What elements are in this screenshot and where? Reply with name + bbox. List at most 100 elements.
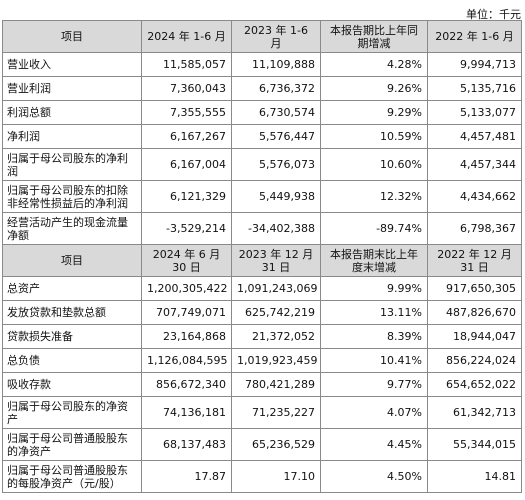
cell-value: 17.87 (141, 460, 232, 493)
cell-change: 9.99% (320, 276, 428, 301)
column-header: 2023 年 12 月 31 日 (231, 244, 321, 277)
row-label: 归属于母公司股东的扣除非经常性损益后的净利润 (2, 180, 142, 213)
cell-change: 4.07% (320, 396, 428, 429)
table-row: 净利润 6,167,267 5,576,447 10.59% 4,457,481 (2, 124, 522, 149)
cell-change: 13.11% (320, 300, 428, 325)
cell-value: 74,136,181 (141, 396, 232, 429)
cell-value: 7,360,043 (141, 76, 232, 101)
column-header: 本报告期比上年同期增减 (320, 20, 428, 53)
cell-change: 8.39% (320, 324, 428, 349)
cell-value: 6,730,574 (231, 100, 321, 125)
row-label: 营业利润 (2, 76, 142, 101)
row-label: 吸收存款 (2, 372, 142, 397)
financial-summary-table: 项目 2024 年 1-6 月 2023 年 1-6 月 本报告期比上年同期增减… (2, 20, 522, 493)
cell-value: 18,944,047 (427, 324, 522, 349)
cell-value: 6,167,267 (141, 124, 232, 149)
row-label: 营业收入 (2, 52, 142, 77)
table-row: 总负债 1,126,084,595 1,019,923,459 10.41% 8… (2, 348, 522, 373)
table-row: 归属于母公司股东的净利润 6,167,004 5,576,073 10.60% … (2, 148, 522, 181)
table-row: 总资产 1,200,305,422 1,091,243,069 9.99% 91… (2, 276, 522, 301)
cell-value: 5,135,716 (427, 76, 522, 101)
cell-change: 9.29% (320, 100, 428, 125)
column-header: 2024 年 6 月 30 日 (141, 244, 232, 277)
cell-change: 9.77% (320, 372, 428, 397)
table-row: 贷款损失准备 23,164,868 21,372,052 8.39% 18,94… (2, 324, 522, 349)
table-row: 归属于母公司股东的扣除非经常性损益后的净利润 6,121,329 5,449,9… (2, 180, 522, 213)
cell-value: 856,224,024 (427, 348, 522, 373)
cell-value: 9,994,713 (427, 52, 522, 77)
cell-value: 487,826,670 (427, 300, 522, 325)
column-header: 2022 年 1-6 月 (427, 20, 522, 53)
cell-value: 5,576,073 (231, 148, 321, 181)
cell-change: 9.26% (320, 76, 428, 101)
cell-change: 10.59% (320, 124, 428, 149)
cell-value: 1,091,243,069 (231, 276, 321, 301)
cell-value: 5,449,938 (231, 180, 321, 213)
table-header-row: 项目 2024 年 6 月 30 日 2023 年 12 月 31 日 本报告期… (2, 244, 522, 277)
cell-value: 6,736,372 (231, 76, 321, 101)
cell-value: 6,798,367 (427, 212, 522, 245)
row-label: 归属于母公司普通股股东的净资产 (2, 428, 142, 461)
cell-value: 61,342,713 (427, 396, 522, 429)
cell-value: 707,749,071 (141, 300, 232, 325)
cell-value: 65,236,529 (231, 428, 321, 461)
cell-value: 7,355,555 (141, 100, 232, 125)
cell-change: -89.74% (320, 212, 428, 245)
cell-value: 654,652,022 (427, 372, 522, 397)
cell-value: 17.10 (231, 460, 321, 493)
cell-value: 55,344,015 (427, 428, 522, 461)
table-header-row: 项目 2024 年 1-6 月 2023 年 1-6 月 本报告期比上年同期增减… (2, 20, 522, 53)
cell-value: 4,457,481 (427, 124, 522, 149)
row-label: 利润总额 (2, 100, 142, 125)
cell-value: 625,742,219 (231, 300, 321, 325)
cell-value: 6,167,004 (141, 148, 232, 181)
row-label: 贷款损失准备 (2, 324, 142, 349)
row-label: 净利润 (2, 124, 142, 149)
table-row: 吸收存款 856,672,340 780,421,289 9.77% 654,6… (2, 372, 522, 397)
cell-value: 11,585,057 (141, 52, 232, 77)
cell-value: 4,457,344 (427, 148, 522, 181)
cell-value: 68,137,483 (141, 428, 232, 461)
column-header: 本报告期末比上年度末增减 (320, 244, 428, 277)
cell-change: 4.28% (320, 52, 428, 77)
table-row: 归属于母公司股东的净资产 74,136,181 71,235,227 4.07%… (2, 396, 522, 429)
cell-change: 4.45% (320, 428, 428, 461)
cell-change: 4.50% (320, 460, 428, 493)
cell-value: 6,121,329 (141, 180, 232, 213)
cell-change: 10.41% (320, 348, 428, 373)
table-row: 营业收入 11,585,057 11,109,888 4.28% 9,994,7… (2, 52, 522, 77)
row-label: 归属于母公司股东的净资产 (2, 396, 142, 429)
table-row: 利润总额 7,355,555 6,730,574 9.29% 5,133,077 (2, 100, 522, 125)
cell-value: -3,529,214 (141, 212, 232, 245)
cell-value: 71,235,227 (231, 396, 321, 429)
cell-value: 5,576,447 (231, 124, 321, 149)
table-row: 经营活动产生的现金流量净额 -3,529,214 -34,402,388 -89… (2, 212, 522, 245)
column-header: 2022 年 12 月 31 日 (427, 244, 522, 277)
cell-value: 4,434,662 (427, 180, 522, 213)
cell-value: 5,133,077 (427, 100, 522, 125)
row-label: 发放贷款和垫款总额 (2, 300, 142, 325)
column-header: 2024 年 1-6 月 (141, 20, 232, 53)
cell-change: 12.32% (320, 180, 428, 213)
table-row: 归属于母公司普通股股东的每股净资产（元/股） 17.87 17.10 4.50%… (2, 460, 522, 493)
row-label: 总资产 (2, 276, 142, 301)
row-label: 归属于母公司股东的净利润 (2, 148, 142, 181)
cell-value: 917,650,305 (427, 276, 522, 301)
cell-change: 10.60% (320, 148, 428, 181)
cell-value: 856,672,340 (141, 372, 232, 397)
table-row: 营业利润 7,360,043 6,736,372 9.26% 5,135,716 (2, 76, 522, 101)
cell-value: 780,421,289 (231, 372, 321, 397)
table-row: 发放贷款和垫款总额 707,749,071 625,742,219 13.11%… (2, 300, 522, 325)
column-header: 项目 (2, 20, 142, 53)
row-label: 归属于母公司普通股股东的每股净资产（元/股） (2, 460, 142, 493)
table-row: 归属于母公司普通股股东的净资产 68,137,483 65,236,529 4.… (2, 428, 522, 461)
cell-value: 14.81 (427, 460, 522, 493)
cell-value: -34,402,388 (231, 212, 321, 245)
cell-value: 1,126,084,595 (141, 348, 232, 373)
unit-note: 单位：千元 (466, 8, 521, 21)
cell-value: 23,164,868 (141, 324, 232, 349)
row-label: 总负债 (2, 348, 142, 373)
cell-value: 1,200,305,422 (141, 276, 232, 301)
cell-value: 21,372,052 (231, 324, 321, 349)
column-header: 项目 (2, 244, 142, 277)
